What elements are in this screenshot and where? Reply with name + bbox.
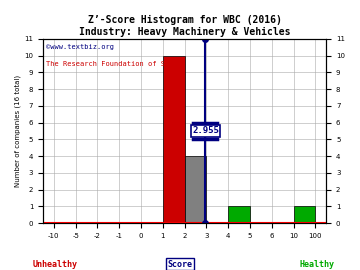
Text: 2.955: 2.955 bbox=[192, 126, 219, 136]
Y-axis label: Number of companies (16 total): Number of companies (16 total) bbox=[15, 75, 22, 187]
Title: Z’-Score Histogram for WBC (2016)
Industry: Heavy Machinery & Vehicles: Z’-Score Histogram for WBC (2016) Indust… bbox=[79, 15, 291, 37]
Bar bbox=[294, 206, 315, 223]
Text: The Research Foundation of SUNY: The Research Foundation of SUNY bbox=[46, 61, 177, 67]
Text: Unhealthy: Unhealthy bbox=[32, 260, 77, 269]
Bar bbox=[228, 206, 250, 223]
Bar bbox=[163, 56, 185, 223]
Bar bbox=[185, 156, 206, 223]
Text: ©www.textbiz.org: ©www.textbiz.org bbox=[46, 44, 114, 50]
Text: Healthy: Healthy bbox=[300, 260, 335, 269]
Text: Score: Score bbox=[167, 260, 193, 269]
